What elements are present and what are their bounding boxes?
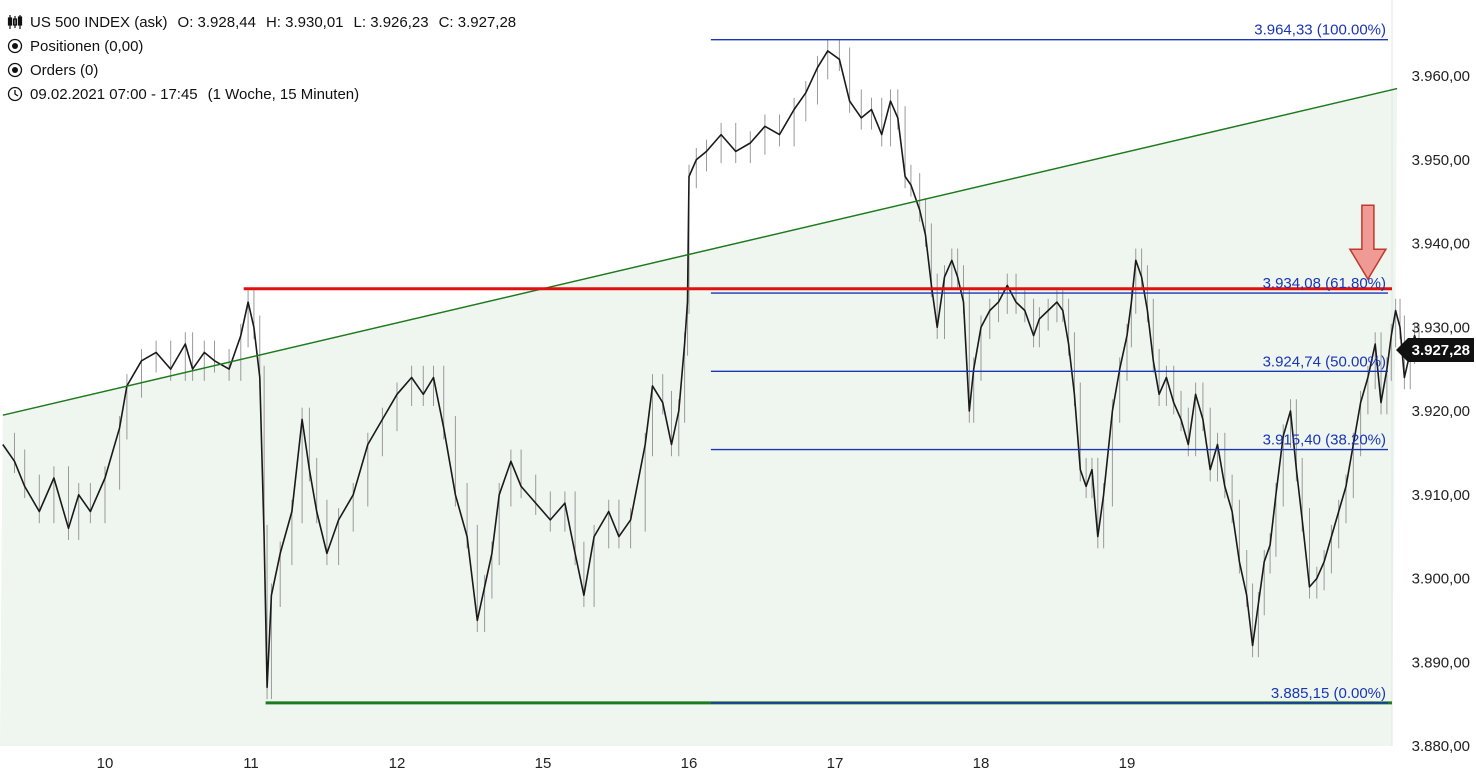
- instrument-name: US 500 INDEX (ask): [30, 13, 168, 31]
- legend-orders-row[interactable]: Orders (0): [6, 58, 526, 82]
- target-icon: [6, 37, 24, 55]
- last-price-label: 3.927,28: [1412, 342, 1470, 359]
- fib-level-label: 3.885,15 (0.00%): [1271, 685, 1386, 702]
- high-value: H: 3.930,01: [265, 13, 344, 31]
- x-tick-label: 10: [97, 755, 114, 772]
- open-value: O: 3.928,44: [177, 13, 256, 31]
- y-tick-label: 3.930,00: [1412, 319, 1470, 336]
- y-tick-label: 3.900,00: [1412, 571, 1470, 588]
- y-tick-label: 3.880,00: [1412, 738, 1470, 755]
- legend-timerange-row: 09.02.2021 07:00 - 17:45 (1 Woche, 15 Mi…: [6, 82, 526, 106]
- price-line[interactable]: [2, 50, 1420, 689]
- candles-icon[interactable]: [6, 13, 24, 31]
- timerange-label: 09.02.2021 07:00 - 17:45: [30, 85, 198, 103]
- x-tick-label: 12: [389, 755, 406, 772]
- chart-legend: US 500 INDEX (ask) O: 3.928,44 H: 3.930,…: [6, 10, 526, 106]
- legend-positions-row[interactable]: Positionen (0,00): [6, 34, 526, 58]
- legend-instrument-row: US 500 INDEX (ask) O: 3.928,44 H: 3.930,…: [6, 10, 526, 34]
- trend-line[interactable]: [2, 87, 1398, 416]
- x-tick-label: 16: [681, 755, 698, 772]
- fib-level-label: 3.934,08 (61.80%): [1263, 275, 1386, 292]
- interval-label: (1 Woche, 15 Minuten): [207, 85, 360, 103]
- y-tick-label: 3.890,00: [1412, 654, 1470, 671]
- positions-label: Positionen (0,00): [30, 37, 144, 55]
- orders-label: Orders (0): [30, 61, 99, 79]
- down-arrow-annotation: [1348, 204, 1388, 281]
- x-tick-label: 18: [973, 755, 990, 772]
- y-tick-label: 3.960,00: [1412, 68, 1470, 85]
- x-tick-label: 11: [243, 755, 259, 772]
- clock-icon: [6, 85, 24, 103]
- fib-level-label: 3.924,74 (50.00%): [1263, 353, 1386, 370]
- y-tick-label: 3.950,00: [1412, 152, 1470, 169]
- low-value: L: 3.926,23: [353, 13, 429, 31]
- fib-level-label: 3.964,33 (100.00%): [1254, 22, 1386, 39]
- last-price-badge: [1396, 338, 1474, 363]
- y-tick-label: 3.910,00: [1412, 487, 1470, 504]
- y-tick-label: 3.920,00: [1412, 403, 1470, 420]
- x-tick-label: 17: [827, 755, 844, 772]
- x-tick-label: 15: [535, 755, 552, 772]
- y-tick-label: 3.940,00: [1412, 236, 1470, 253]
- fib-level-label: 3.915,40 (38.20%): [1263, 432, 1386, 449]
- target-icon: [6, 61, 24, 79]
- close-value: C: 3.927,28: [438, 13, 517, 31]
- channel-fill: [0, 88, 1398, 746]
- x-tick-label: 19: [1119, 755, 1136, 772]
